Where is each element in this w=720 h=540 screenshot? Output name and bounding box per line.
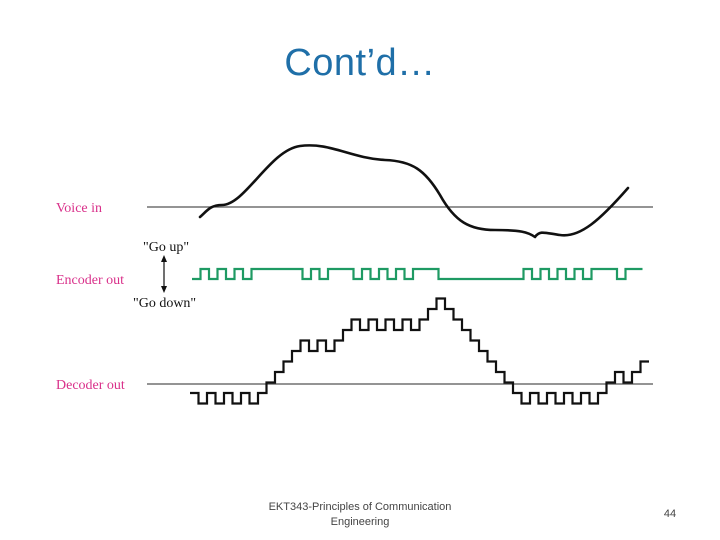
voice-in-waveform <box>198 144 630 239</box>
slide-footer: EKT343-Principles of Communication Engin… <box>268 501 452 528</box>
label-encoder-out: Encoder out <box>56 273 124 288</box>
label-go-down: "Go down" <box>133 296 196 311</box>
label-voice-in: Voice in <box>56 201 102 216</box>
decoder-out-waveform <box>190 297 649 405</box>
up-down-arrow <box>161 255 167 293</box>
label-go-up: "Go up" <box>143 240 189 255</box>
slide-title: Cont’d… <box>284 42 436 84</box>
encoder-out-waveform <box>192 267 643 281</box>
page-number: 44 <box>663 508 677 520</box>
label-decoder-out: Decoder out <box>56 378 125 393</box>
